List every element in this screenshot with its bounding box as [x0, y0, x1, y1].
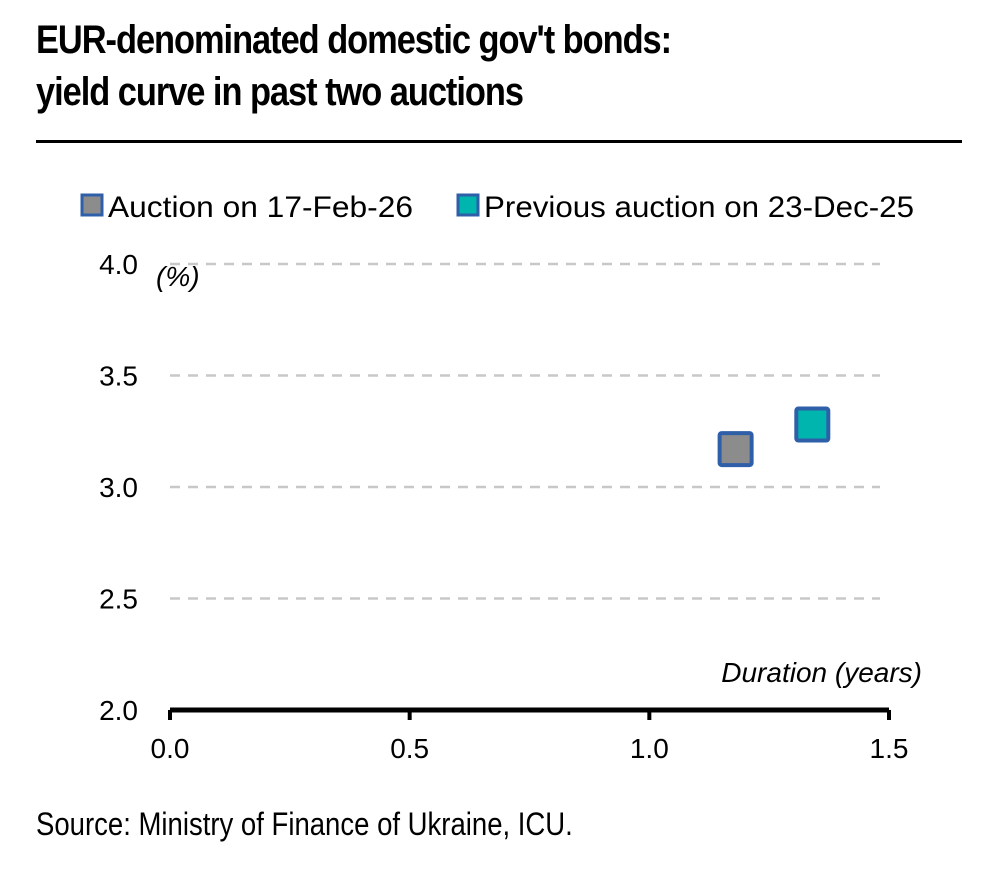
x-tick-label: 1.5 — [870, 733, 909, 764]
legend-swatch — [456, 193, 480, 217]
legend-label: Previous auction on 23-Dec-25 — [484, 191, 914, 224]
grid-lines — [170, 262, 880, 600]
x-axis-label: Duration (years) — [721, 657, 922, 688]
data-point-marker — [717, 431, 754, 468]
y-axis-label: (%) — [156, 261, 200, 292]
y-tick-label: 2.0 — [99, 695, 138, 726]
chart-title: EUR-denominated domestic gov't bonds: yi… — [36, 14, 836, 118]
chart-title-line-1: EUR-denominated domestic gov't bonds: — [36, 18, 672, 62]
y-tick-label: 4.0 — [99, 249, 138, 280]
data-points — [717, 406, 831, 468]
y-tick-label: 2.5 — [99, 584, 138, 615]
title-divider — [36, 140, 962, 143]
chart-title-line-2: yield curve in past two auctions — [36, 70, 524, 114]
y-tick-label: 3.0 — [99, 472, 138, 503]
data-point-marker — [794, 406, 831, 443]
x-axis: 0.0 0.5 1.0 1.5 — [151, 707, 909, 764]
y-axis-ticks: 2.0 2.5 3.0 3.5 4.0 — [99, 249, 138, 726]
x-tick-label: 1.0 — [630, 733, 669, 764]
x-tick-label: 0.0 — [151, 733, 190, 764]
legend: Auction on 17-Feb-26 Previous auction on … — [80, 191, 914, 224]
x-tick-label: 0.5 — [390, 733, 429, 764]
legend-swatch — [80, 193, 104, 217]
legend-label: Auction on 17-Feb-26 — [108, 191, 413, 224]
source-note: Source: Ministry of Finance of Ukraine, … — [36, 806, 573, 842]
y-tick-label: 3.5 — [99, 361, 138, 392]
